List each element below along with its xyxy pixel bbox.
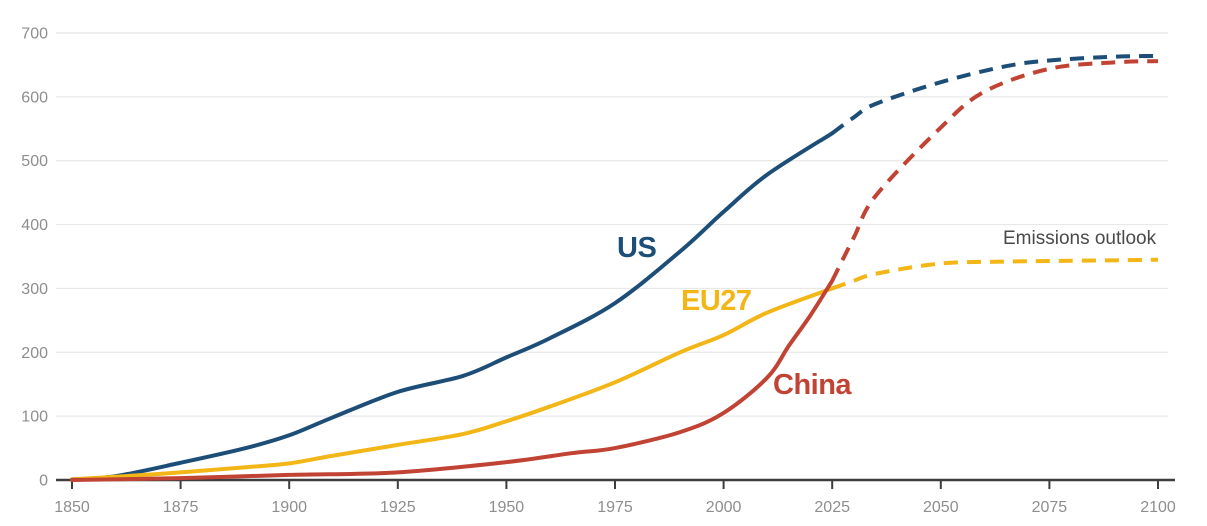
x-tick-label: 2100 [1140, 499, 1176, 516]
us-series-label: US [617, 232, 657, 264]
china-series-label: China [773, 369, 852, 401]
x-tick-label: 1950 [489, 499, 525, 516]
us-historical-line [70, 131, 835, 482]
y-tick-label: 100 [21, 409, 48, 426]
y-tick-label: 0 [39, 473, 48, 490]
china-historical-line [70, 278, 835, 482]
x-tick-label: 2050 [923, 499, 959, 516]
x-tick-label: 1975 [597, 499, 633, 516]
x-tick-label: 1875 [163, 499, 199, 516]
x-tick-label: 2000 [706, 499, 742, 516]
x-tick-label: 1850 [54, 499, 90, 516]
us-outlook-line [831, 53, 1159, 135]
eu27-series-label: EU27 [681, 285, 752, 317]
y-tick-label: 200 [21, 345, 48, 362]
y-tick-label: 700 [21, 26, 48, 43]
y-tick-label: 500 [21, 153, 48, 170]
x-tick-label: 1900 [271, 499, 307, 516]
x-tick-label: 1925 [380, 499, 416, 516]
y-tick-label: 300 [21, 281, 48, 298]
eu27-outlook-line [831, 257, 1159, 291]
eu27-historical-line [70, 286, 835, 482]
x-tick-label: 2025 [814, 499, 850, 516]
x-tick-label: 2075 [1032, 499, 1068, 516]
y-tick-label: 400 [21, 217, 48, 234]
emissions-outlook-label: Emissions outlook [1003, 228, 1157, 249]
china-outlook-line [830, 59, 1159, 282]
y-tick-label: 600 [21, 89, 48, 106]
